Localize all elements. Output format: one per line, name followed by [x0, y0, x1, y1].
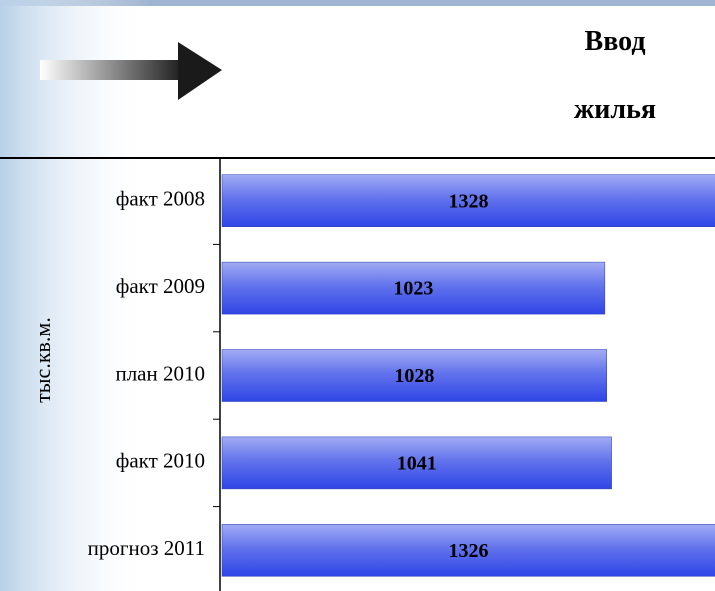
data-label: 1028 — [394, 365, 434, 387]
page: тыс.кв.м. факт 2008 1328 факт 2009 1023 план… — [0, 0, 715, 591]
data-label: 1023 — [393, 278, 433, 300]
y-tick-label: факт 2010 — [116, 449, 205, 473]
data-label: 1041 — [397, 452, 437, 474]
y-tick-label: прогноз 2011 — [88, 536, 205, 560]
chart-title: Ввод жилья — [555, 8, 675, 144]
y-tick-label: факт 2008 — [116, 187, 205, 211]
y-tick-label: план 2010 — [115, 361, 205, 385]
y-tick-label: факт 2009 — [116, 274, 205, 298]
y-axis-label: тыс.кв.м. — [30, 317, 55, 403]
arrow-shaft — [40, 60, 180, 80]
arrow-head — [178, 42, 222, 100]
data-label: 1328 — [449, 190, 489, 212]
data-label: 1326 — [449, 540, 489, 562]
